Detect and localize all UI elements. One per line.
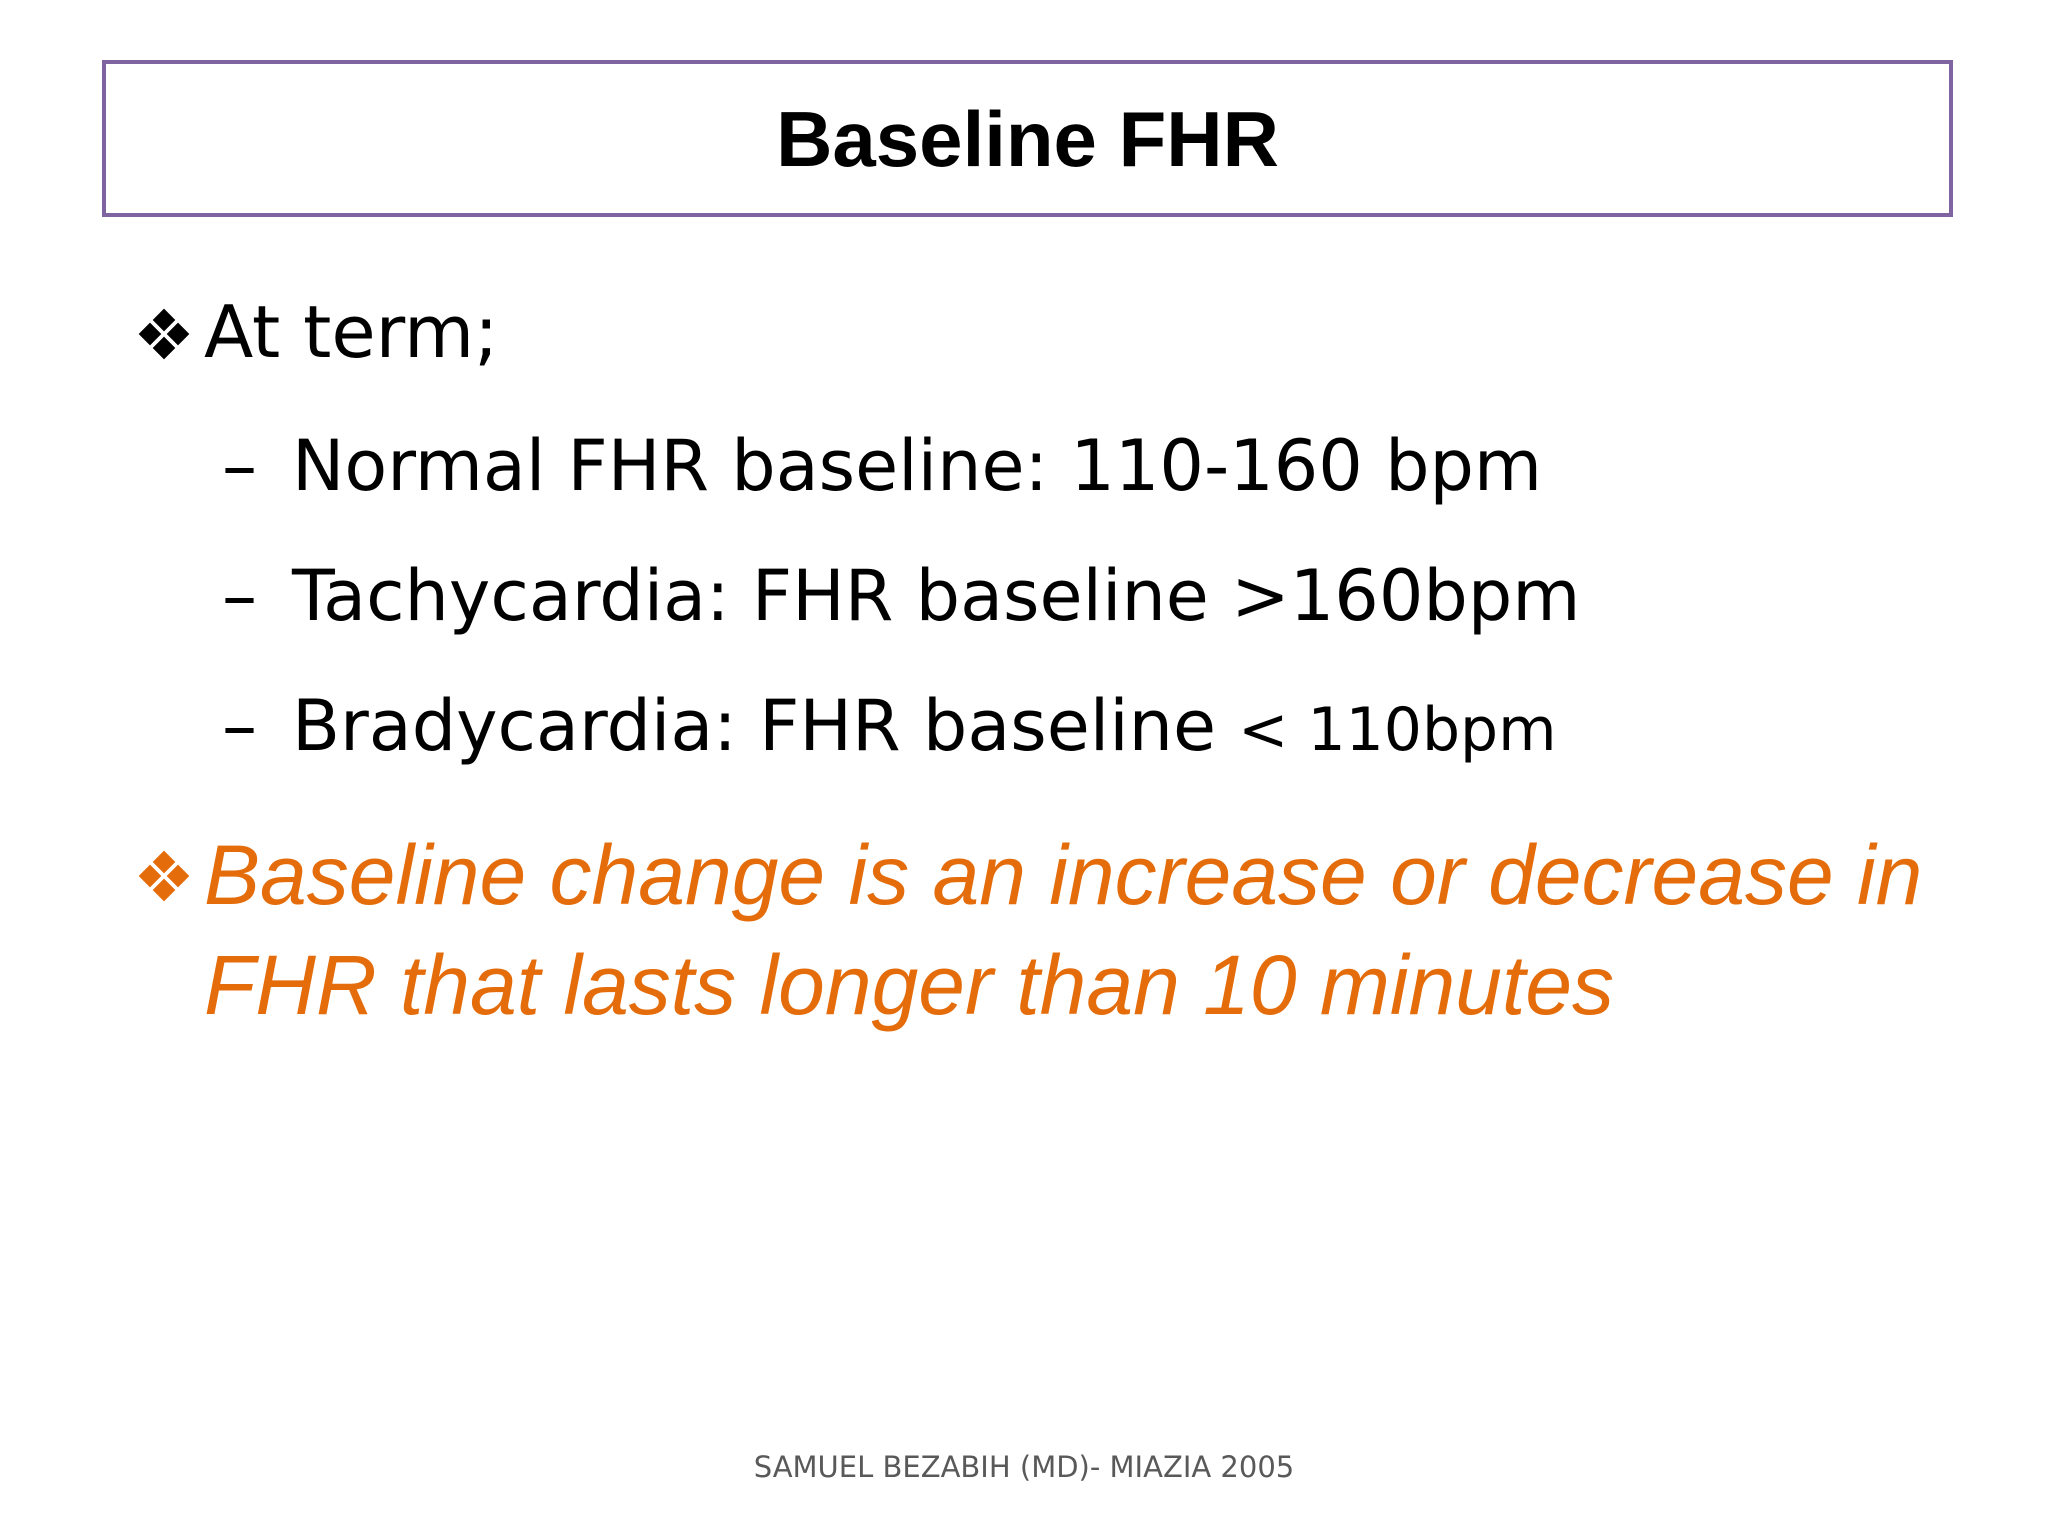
- four-diamond-bullet-icon: [134, 308, 194, 360]
- dash-marker: –: [222, 425, 257, 507]
- dash-marker: –: [222, 555, 257, 637]
- dash-marker: –: [222, 685, 257, 767]
- four-diamond-bullet-icon: [134, 850, 194, 902]
- title-box: Baseline FHR: [102, 60, 1953, 217]
- sub-item-text: Tachycardia: FHR baseline >160bpm: [292, 555, 1581, 637]
- sub-item-bradycardia: – Bradycardia: FHR baseline < 110bpm: [222, 685, 1557, 767]
- sub-item-suffix: < 110bpm: [1238, 695, 1557, 765]
- slide-footer: SAMUEL BEZABIH (MD)- MIAZIA 2005: [753, 1450, 1295, 1484]
- bullet-text: Baseline change is an increase or decrea…: [204, 828, 1923, 1032]
- slide-title: Baseline FHR: [776, 94, 1279, 183]
- sub-item-normal: – Normal FHR baseline: 110-160 bpm: [222, 425, 1542, 507]
- sub-item-text: Normal FHR baseline: 110-160 bpm: [292, 425, 1543, 507]
- bullet-at-term: At term;: [134, 290, 498, 374]
- bullet-baseline-change: Baseline change is an increase or decrea…: [134, 820, 1934, 1040]
- sub-item-tachycardia: – Tachycardia: FHR baseline >160bpm: [222, 555, 1580, 637]
- bullet-text: At term;: [204, 290, 499, 374]
- sub-item-text: Bradycardia: FHR baseline: [292, 685, 1217, 767]
